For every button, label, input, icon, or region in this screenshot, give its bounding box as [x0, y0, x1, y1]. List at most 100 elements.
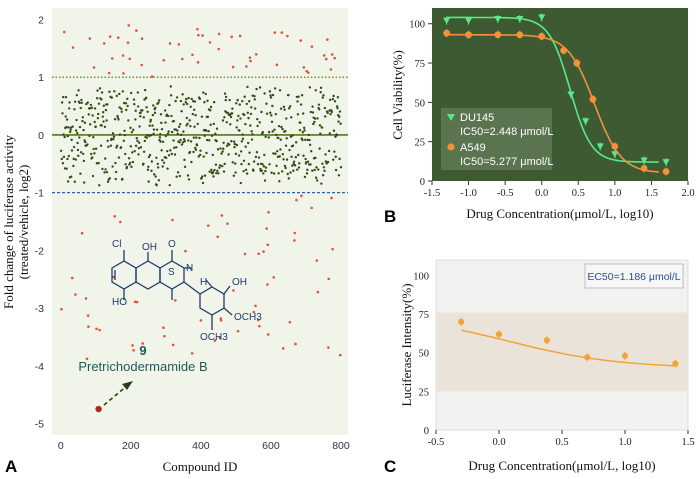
data-point [261, 130, 265, 134]
data-point [126, 41, 130, 45]
data-point [321, 174, 325, 177]
y-tick-label: 100 [413, 271, 429, 282]
data-point [169, 94, 173, 97]
data-point [118, 133, 122, 136]
data-point [183, 140, 186, 143]
data-point [79, 106, 82, 110]
y-tick-label: 75 [415, 59, 426, 70]
data-point [181, 57, 184, 61]
panel-c-shaded-band [436, 312, 688, 392]
data-point [304, 138, 307, 142]
data-point [330, 196, 333, 200]
data-point [106, 103, 109, 106]
data-point [234, 171, 237, 174]
data-point [92, 66, 96, 69]
data-point [229, 115, 233, 119]
data-point [231, 107, 234, 110]
data-point [287, 107, 291, 110]
data-point [154, 106, 157, 110]
data-point [322, 54, 326, 57]
data-point [232, 174, 236, 177]
data-point [90, 106, 94, 109]
data-point [217, 47, 221, 51]
data-point [187, 178, 191, 181]
data-point [238, 103, 241, 106]
data-point [176, 132, 179, 136]
data-point [255, 87, 258, 91]
data-point [99, 144, 103, 147]
data-point [219, 147, 222, 150]
data-point [183, 158, 186, 162]
data-point [267, 130, 271, 134]
panel-b-legend-box [441, 108, 552, 170]
data-point [182, 103, 185, 106]
data-point [222, 141, 225, 144]
data-point [175, 146, 178, 149]
data-point [329, 112, 332, 116]
data-point [65, 167, 68, 170]
data-point [301, 130, 305, 134]
data-point [538, 32, 546, 40]
data-point [130, 130, 134, 134]
data-point [95, 162, 99, 165]
data-point [88, 134, 91, 138]
data-point [313, 117, 317, 120]
data-point [270, 120, 274, 124]
data-point [168, 42, 172, 45]
data-point [64, 115, 67, 118]
data-point [189, 105, 192, 109]
data-point [189, 140, 193, 143]
data-point [250, 130, 253, 133]
data-point [232, 140, 236, 143]
data-point [293, 239, 296, 242]
data-point [242, 169, 245, 173]
data-point [146, 168, 150, 171]
highlight-arrow-head [122, 381, 133, 390]
data-point [114, 177, 117, 181]
data-point [324, 57, 328, 61]
data-point [136, 139, 139, 143]
data-point [299, 103, 303, 106]
data-point [306, 168, 309, 172]
data-point [190, 160, 193, 164]
data-point [233, 142, 237, 146]
data-point [287, 177, 290, 180]
data-point [293, 231, 297, 235]
data-point [236, 98, 239, 102]
data-point [177, 125, 181, 129]
data-point [236, 119, 239, 122]
data-point [113, 90, 116, 93]
data-point [152, 128, 156, 131]
data-point [235, 143, 239, 147]
data-point [169, 85, 172, 88]
y-tick-label: -5 [35, 418, 44, 430]
data-point [61, 162, 65, 165]
data-point [102, 120, 105, 123]
data-point [267, 211, 270, 214]
data-point [102, 104, 106, 107]
x-tick-label: -1.0 [460, 188, 477, 199]
data-point [179, 99, 183, 103]
data-point [162, 58, 166, 62]
y-tick-label: -3 [35, 303, 44, 315]
data-point [120, 107, 123, 111]
data-point [104, 168, 107, 171]
data-point [156, 166, 160, 169]
data-point [241, 99, 244, 103]
legend-ic50-du145: IC50=2.448 μmol/L [460, 126, 553, 138]
data-point [100, 124, 103, 127]
data-point [161, 165, 164, 168]
data-point [324, 160, 328, 163]
data-point [326, 160, 330, 164]
data-point [151, 113, 155, 117]
data-point [74, 158, 78, 161]
data-point [229, 123, 232, 126]
data-point [103, 125, 107, 128]
data-point [203, 134, 206, 137]
data-point [205, 138, 209, 142]
data-point [293, 164, 297, 167]
data-point [272, 276, 276, 279]
data-point [65, 118, 69, 121]
data-point [206, 224, 210, 227]
